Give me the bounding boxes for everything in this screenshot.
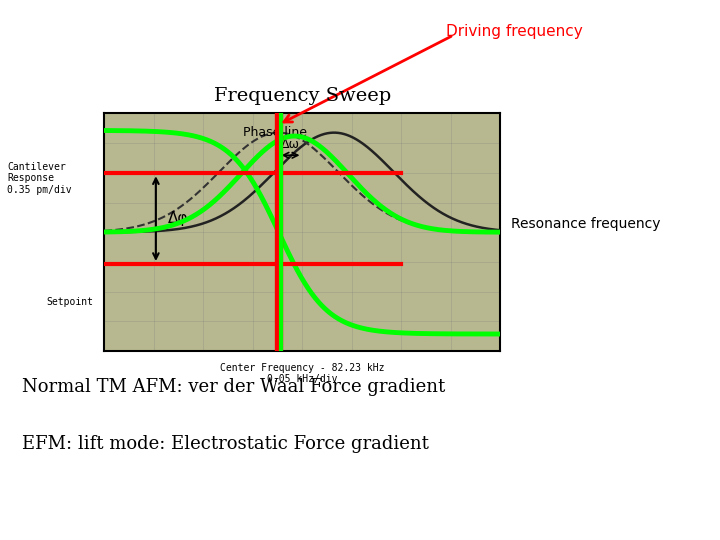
Text: Δφ: Δφ bbox=[168, 211, 188, 226]
Text: EFM: lift mode: Electrostatic Force gradient: EFM: lift mode: Electrostatic Force grad… bbox=[22, 435, 428, 453]
Text: Center Frequency - 82.23 kHz
0.05 kHz/div: Center Frequency - 82.23 kHz 0.05 kHz/di… bbox=[220, 363, 384, 384]
Text: Δω: Δω bbox=[281, 138, 300, 151]
Text: Frequency Sweep: Frequency Sweep bbox=[214, 87, 391, 105]
Text: Normal TM AFM: ver der Waal Force gradient: Normal TM AFM: ver der Waal Force gradie… bbox=[22, 378, 445, 396]
Text: Driving frequency: Driving frequency bbox=[446, 24, 583, 39]
Text: Setpoint: Setpoint bbox=[47, 298, 94, 307]
Text: Phase line: Phase line bbox=[243, 126, 307, 139]
Text: Cantilever
Response
0.35 pm/div: Cantilever Response 0.35 pm/div bbox=[7, 161, 72, 195]
Text: Resonance frequency: Resonance frequency bbox=[511, 217, 661, 231]
